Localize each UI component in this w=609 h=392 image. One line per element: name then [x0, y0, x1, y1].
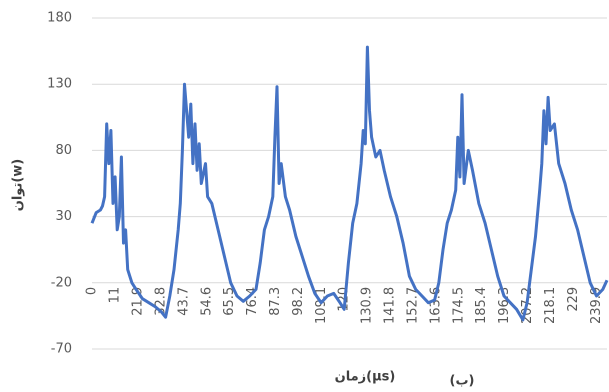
x-tick-label: 21.9 — [131, 287, 146, 316]
x-tick-label: 109.1 — [314, 287, 329, 324]
x-tick-label: 76.4 — [245, 287, 260, 316]
x-tick-label: 43.7 — [176, 287, 191, 316]
y-axis-title: توان(w) — [11, 159, 26, 212]
x-tick-label: 152.7 — [405, 287, 420, 324]
x-tick-label: 218.1 — [543, 287, 558, 324]
x-tick-label: 87.3 — [268, 287, 283, 316]
y-tick-label: 180 — [47, 11, 72, 26]
annotation: (ب) — [450, 374, 475, 389]
y-tick-label: -20 — [51, 275, 72, 290]
x-tick-label: 174.5 — [451, 287, 466, 324]
x-tick-label: 196.3 — [497, 287, 512, 324]
x-tick-label: 0 — [85, 287, 100, 295]
x-tick-label: 185.4 — [474, 287, 489, 324]
x-tick-label: 163.6 — [428, 287, 443, 324]
x-tick-label: 141.8 — [383, 287, 398, 324]
x-tick-label: 130.9 — [360, 287, 375, 324]
y-tick-label: -70 — [51, 342, 72, 357]
x-axis-title: زمان(µs) — [335, 370, 396, 385]
y-tick-label: 30 — [55, 209, 72, 224]
x-tick-label: 229 — [566, 287, 581, 312]
y-tick-label: 130 — [47, 77, 72, 92]
x-tick-label: 239.9 — [589, 287, 604, 324]
x-tick-label: 65.5 — [222, 287, 237, 316]
x-tick-label: 54.6 — [199, 287, 214, 316]
x-tick-label: 11 — [108, 287, 123, 304]
data-line — [90, 45, 609, 322]
y-tick-label: 80 — [55, 143, 72, 158]
x-tick-label: 98.2 — [291, 287, 306, 316]
